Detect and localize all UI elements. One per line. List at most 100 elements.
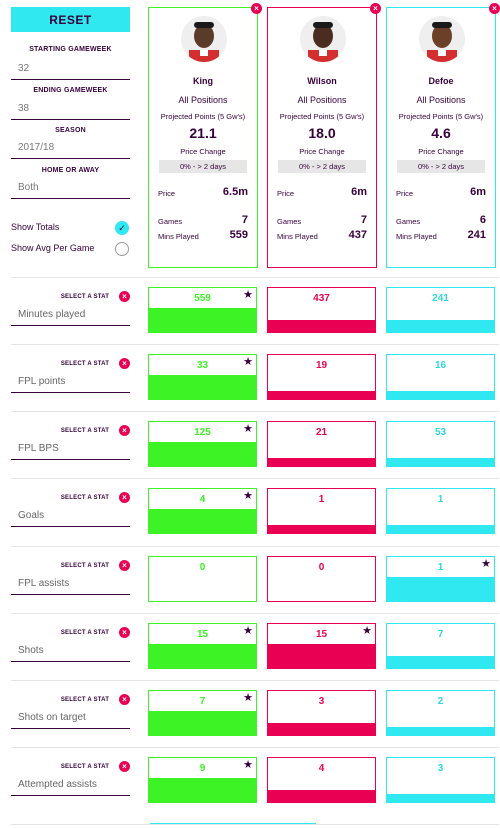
remove-stat-icon[interactable]: ×: [119, 761, 130, 772]
remove-stat-icon[interactable]: ×: [119, 694, 130, 705]
games-value: 7: [241, 214, 248, 226]
stat-cell: 3: [267, 690, 376, 736]
stat-bar: [268, 790, 375, 802]
star-icon: ★: [362, 625, 372, 637]
stat-select[interactable]: Attempted assists: [11, 776, 130, 796]
stat-cell: 19: [267, 354, 376, 400]
season-select[interactable]: 2017/18: [11, 139, 130, 159]
player-position: All Positions: [416, 95, 466, 105]
stat-cell: 21: [267, 421, 376, 467]
stat-cell: 0: [267, 556, 376, 602]
stat-select[interactable]: FPL BPS: [11, 440, 130, 460]
close-icon[interactable]: ×: [489, 3, 500, 14]
star-icon: ★: [243, 490, 253, 502]
row-divider: [11, 277, 499, 278]
stat-select[interactable]: FPL assists: [11, 575, 130, 595]
remove-stat-icon[interactable]: ×: [119, 358, 130, 369]
select-stat-label: SELECT A STAT: [60, 428, 110, 434]
stat-select[interactable]: Shots: [11, 642, 130, 662]
select-stat-label: SELECT A STAT: [60, 361, 110, 367]
price-change-value: 0% - > 2 days: [278, 160, 366, 173]
stat-bar: [149, 777, 256, 802]
stat-select[interactable]: Shots on target: [11, 709, 130, 729]
stat-value: 437: [313, 293, 330, 304]
stat-value: 7: [437, 629, 444, 640]
show-avg-label: Show Avg Per Game: [11, 243, 95, 253]
home-away-select[interactable]: Both: [11, 179, 130, 199]
starting-gameweek-select[interactable]: 32: [11, 60, 130, 80]
stat-cell: 53: [386, 421, 495, 467]
stat-bar: [268, 320, 375, 332]
stat-value: 15: [315, 629, 328, 640]
remove-stat-icon[interactable]: ×: [119, 627, 130, 638]
stat-value: 9: [199, 763, 206, 774]
row-divider: [11, 478, 499, 479]
stat-cell: 33 ★: [148, 354, 257, 400]
player-name: King: [193, 76, 213, 86]
price-value: 6.5m: [222, 186, 248, 198]
star-icon: ★: [243, 423, 253, 435]
projected-points-value: 4.6: [431, 125, 451, 141]
projected-points-label: Projected Points (5 Gw's): [279, 112, 365, 121]
games-value: 6: [479, 214, 486, 226]
stat-select[interactable]: Minutes played: [11, 306, 130, 326]
stat-value: 4: [318, 763, 325, 774]
stat-bar: [387, 656, 494, 668]
stat-bar: [149, 374, 256, 399]
stat-cell: 4: [267, 757, 376, 803]
stat-value: 21: [315, 427, 328, 438]
stat-value: 559: [194, 293, 211, 304]
stat-bar: [387, 727, 494, 735]
stat-value: 3: [437, 763, 444, 774]
price-value: 6m: [470, 186, 486, 198]
stat-bar: [387, 794, 494, 802]
stat-bar: [387, 320, 494, 332]
player-card: × Wilson All Positions Projected Points (5 …: [267, 3, 381, 268]
select-stat-label: SELECT A STAT: [60, 697, 110, 703]
price-label: Price: [158, 189, 176, 198]
stat-cell: 1: [267, 488, 376, 534]
stat-cell: 4 ★: [148, 488, 257, 534]
stat-cell: 3: [386, 757, 495, 803]
select-stat-label: SELECT A STAT: [60, 764, 110, 770]
stat-value: 7: [199, 696, 206, 707]
stat-bar: [387, 576, 494, 601]
starting-gameweek-label: STARTING GAMEWEEK: [29, 46, 112, 53]
remove-stat-icon[interactable]: ×: [119, 425, 130, 436]
player-name: Defoe: [428, 76, 454, 86]
price-change-value: 0% - > 2 days: [159, 160, 247, 173]
stat-bar: [268, 723, 375, 735]
price-change-label: Price Change: [418, 147, 464, 156]
select-stat-label: SELECT A STAT: [60, 563, 110, 569]
stat-bar: [268, 525, 375, 533]
bottom-divider: [11, 824, 499, 825]
show-avg-radio[interactable]: [115, 242, 129, 256]
show-totals-radio[interactable]: ✓: [115, 221, 129, 235]
ending-gameweek-label: ENDING GAMEWEEK: [33, 87, 108, 94]
price-label: Price: [396, 189, 414, 198]
stat-bar: [149, 710, 256, 735]
stat-value: 4: [199, 494, 206, 505]
stat-cell: 2: [386, 690, 495, 736]
remove-stat-icon[interactable]: ×: [119, 560, 130, 571]
stat-value: 15: [196, 629, 209, 640]
ending-gameweek-select[interactable]: 38: [11, 100, 130, 120]
stat-bar: [268, 391, 375, 399]
stat-cell: 1 ★: [386, 556, 495, 602]
close-icon[interactable]: ×: [251, 3, 262, 14]
select-stat-label: SELECT A STAT: [60, 630, 110, 636]
remove-stat-icon[interactable]: ×: [119, 492, 130, 503]
close-icon[interactable]: ×: [370, 3, 381, 14]
stat-value: 0: [199, 562, 206, 573]
stat-cell: 9 ★: [148, 757, 257, 803]
next-row-edge: [150, 823, 316, 828]
reset-button[interactable]: RESET: [11, 7, 130, 32]
stat-select[interactable]: Goals: [11, 507, 130, 527]
stat-value: 2: [437, 696, 444, 707]
stat-select[interactable]: FPL points: [11, 373, 130, 393]
star-icon: ★: [243, 759, 253, 771]
select-stat-label: SELECT A STAT: [60, 294, 110, 300]
mins-played-value: 437: [348, 229, 367, 241]
price-change-label: Price Change: [299, 147, 345, 156]
remove-stat-icon[interactable]: ×: [119, 291, 130, 302]
